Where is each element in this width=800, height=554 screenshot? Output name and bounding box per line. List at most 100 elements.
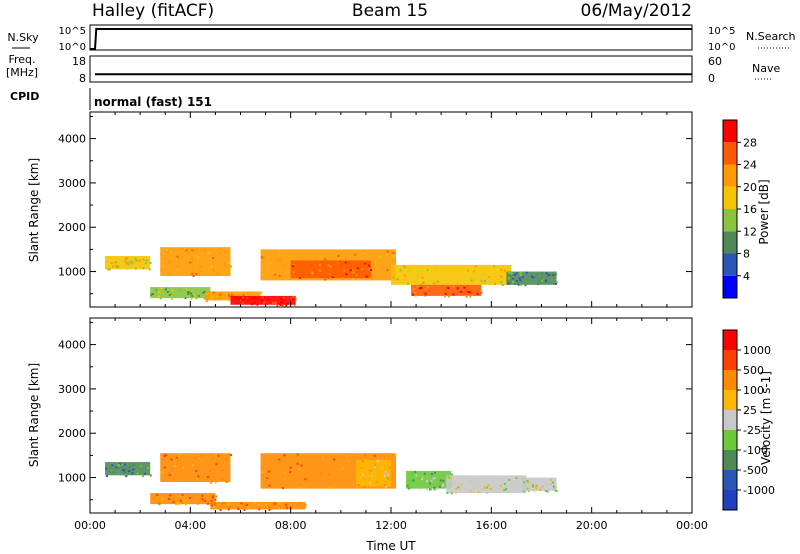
power-speckle <box>252 296 255 299</box>
velocity-speckle <box>132 463 135 466</box>
power-speckle <box>292 295 295 298</box>
freq-tick-bottom: 8 <box>79 72 86 85</box>
velocity-speckle <box>191 464 194 467</box>
velocity-speckle <box>549 483 552 486</box>
velocity-speckle <box>140 464 143 467</box>
power-speckle <box>142 258 145 261</box>
velocity-speckle <box>160 471 163 474</box>
power-speckle <box>500 275 503 278</box>
velocity-speckle <box>247 507 250 510</box>
velocity-speckle <box>442 474 445 477</box>
power-speckle <box>548 273 551 276</box>
power-speckle <box>170 293 173 296</box>
velocity-speckle <box>274 502 277 505</box>
velocity-speckle <box>386 477 389 480</box>
velocity-speckle <box>122 469 125 472</box>
velocity-speckle <box>161 457 164 460</box>
power-speckle <box>247 292 250 295</box>
power-speckle <box>179 289 182 292</box>
velocity-speckle <box>385 482 388 485</box>
velocity-speckle <box>181 466 184 469</box>
power-speckle <box>396 278 399 281</box>
velocity-speckle <box>132 464 135 467</box>
velocity-speckle <box>278 502 281 505</box>
velocity-speckle <box>227 502 230 505</box>
power-speckle <box>189 272 192 275</box>
power-speckle <box>414 294 417 297</box>
power-speckle <box>555 281 558 284</box>
velocity-speckle <box>147 467 150 470</box>
velocity-speckle <box>253 502 256 505</box>
velocity-speckle <box>364 454 367 457</box>
power-speckle <box>352 271 355 274</box>
power-speckle <box>160 287 163 290</box>
velocity-speckle <box>124 474 127 477</box>
power-speckle <box>178 288 181 291</box>
power-speckle <box>203 297 206 300</box>
velocity-speckle <box>527 481 530 484</box>
power-speckle <box>403 266 406 269</box>
velocity-ytick-label: 2000 <box>58 427 86 440</box>
power-speckle <box>223 262 226 265</box>
velocity-speckle <box>169 494 172 497</box>
power-speckle <box>444 288 447 291</box>
power-speckle <box>367 264 370 267</box>
power-speckle <box>228 294 231 297</box>
power-speckle <box>242 296 245 299</box>
power-speckle <box>447 295 450 298</box>
velocity-speckle <box>477 479 480 482</box>
velocity-speckle <box>529 484 532 487</box>
velocity-speckle <box>304 478 307 481</box>
power-speckle <box>237 294 240 297</box>
velocity-speckle <box>384 485 387 488</box>
power-speckle <box>125 267 128 270</box>
velocity-xtick-label: 00:00 <box>676 519 708 532</box>
power-speckle <box>188 291 191 294</box>
power-speckle <box>210 295 213 298</box>
power-speckle <box>189 292 192 295</box>
power-speckle <box>507 277 510 280</box>
power-speckle <box>205 300 208 303</box>
velocity-speckle <box>201 498 204 501</box>
power-speckle <box>123 265 126 268</box>
velocity-speckle <box>176 501 179 504</box>
power-speckle <box>177 258 180 261</box>
velocity-speckle <box>213 506 216 509</box>
power-speckle <box>148 260 151 263</box>
velocity-speckle <box>383 476 386 479</box>
velocity-speckle <box>430 479 433 482</box>
velocity-speckle <box>181 501 184 504</box>
power-speckle <box>444 292 447 295</box>
power-speckle <box>281 304 284 307</box>
power-speckle <box>192 275 195 278</box>
velocity-speckle <box>224 502 227 505</box>
power-speckle <box>435 281 438 284</box>
velocity-speckle <box>376 459 379 462</box>
velocity-speckle <box>194 457 197 460</box>
power-speckle <box>382 266 385 269</box>
power-speckle <box>421 276 424 279</box>
power-speckle <box>470 279 473 282</box>
velocity-speckle <box>128 469 131 472</box>
power-speckle <box>324 278 327 281</box>
power-speckle <box>555 282 558 285</box>
velocity-speckle <box>219 509 222 512</box>
power-speckle <box>134 257 137 260</box>
power-speckle <box>392 254 395 257</box>
velocity-speckle <box>412 479 415 482</box>
velocity-xtick-label: 12:00 <box>375 519 407 532</box>
power-speckle <box>521 276 524 279</box>
velocity-speckle <box>176 456 179 459</box>
velocity-speckle <box>210 500 213 503</box>
power-colorbar-segment <box>723 209 737 232</box>
velocity-speckle <box>448 478 451 481</box>
power-speckle <box>175 258 178 261</box>
velocity-speckle <box>555 486 558 489</box>
velocity-speckle <box>542 485 545 488</box>
power-speckle <box>171 297 174 300</box>
power-speckle <box>246 297 249 300</box>
power-speckle <box>250 303 253 306</box>
power-speckle <box>324 276 327 279</box>
power-speckle <box>538 279 541 282</box>
power-speckle <box>212 269 215 272</box>
